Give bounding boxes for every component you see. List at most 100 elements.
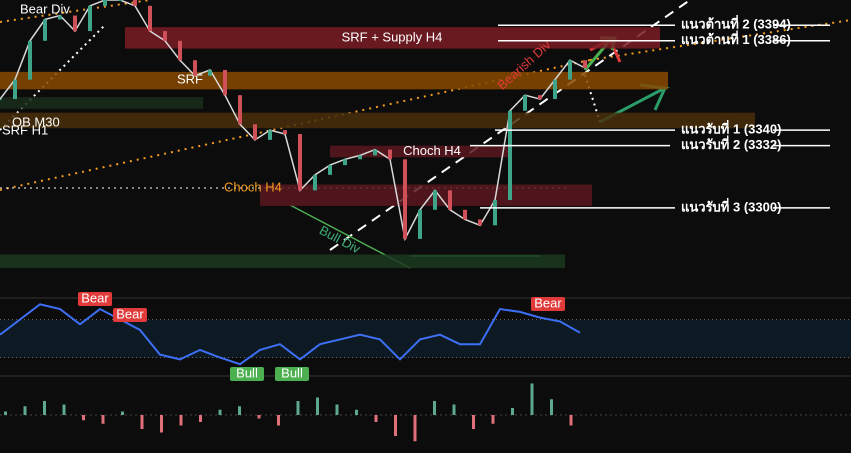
candle xyxy=(28,40,32,80)
candle xyxy=(253,124,257,140)
trend-line xyxy=(0,24,106,131)
candle xyxy=(343,159,347,166)
histogram-bar xyxy=(374,415,378,422)
histogram-bar xyxy=(550,399,553,415)
candle xyxy=(478,219,482,226)
rsi-tag xyxy=(531,297,565,311)
rsi-tag-label: Bear xyxy=(534,295,562,310)
histogram-bar xyxy=(335,404,339,415)
histogram-bar xyxy=(82,415,85,421)
candle xyxy=(58,15,62,20)
histogram-bar xyxy=(160,415,163,433)
histogram-bar xyxy=(511,408,514,415)
price-line xyxy=(0,0,586,242)
histogram-bar xyxy=(433,401,436,415)
annotation: Bear Div xyxy=(20,1,70,16)
level-label: แนวรับที่ 2 (3332) xyxy=(681,135,781,152)
candle xyxy=(538,95,542,100)
arrow xyxy=(584,74,601,123)
candle xyxy=(268,130,272,140)
candle xyxy=(508,110,512,201)
histogram-bar xyxy=(257,415,261,419)
level-label: แนวต้านที่ 1 (3386) xyxy=(681,30,791,47)
histogram-bar xyxy=(316,397,319,415)
candle xyxy=(553,79,557,100)
rsi-tag xyxy=(113,308,147,322)
candle xyxy=(13,79,17,100)
histogram-bar xyxy=(530,383,534,415)
zone xyxy=(0,112,755,129)
zone xyxy=(125,27,660,49)
level-label: แนวต้านที่ 2 (3394) xyxy=(681,15,791,32)
candle xyxy=(118,0,122,1)
rsi-tag xyxy=(78,292,112,306)
candle xyxy=(463,209,467,220)
candle xyxy=(358,155,362,160)
candle xyxy=(193,60,197,76)
histogram-bar xyxy=(569,415,573,426)
rsi-tag-label: Bear xyxy=(116,306,144,321)
level-label: แนวรับที่ 1 (3340) xyxy=(681,120,781,137)
annotation: Choch H4 xyxy=(224,179,282,194)
zone-label: Choch H4 xyxy=(403,143,461,158)
histogram-bar xyxy=(199,415,202,422)
candle xyxy=(148,5,152,32)
candle xyxy=(568,60,572,80)
histogram-bar xyxy=(394,415,397,436)
candle xyxy=(298,134,302,191)
histogram-bar xyxy=(43,401,46,415)
candle xyxy=(43,19,47,41)
candle xyxy=(418,209,422,239)
histogram-bar xyxy=(218,409,222,415)
level-label: แนวรับที่ 3 (3300) xyxy=(681,197,781,214)
candle xyxy=(103,0,107,6)
histogram-bar xyxy=(452,404,456,415)
candle xyxy=(88,5,92,32)
candle xyxy=(373,149,377,156)
histogram-bar xyxy=(101,415,105,424)
candle xyxy=(388,149,392,160)
zone-label: SRF + Supply H4 xyxy=(342,29,443,44)
histogram-bar xyxy=(355,409,358,415)
candle xyxy=(448,190,452,210)
rsi-line xyxy=(0,303,581,366)
candle xyxy=(178,40,182,61)
histogram-bar xyxy=(238,406,241,415)
annotation: Bull Div xyxy=(317,222,363,256)
histogram-bar xyxy=(121,411,124,415)
candle xyxy=(493,200,497,226)
rsi-tag xyxy=(275,367,309,381)
candle xyxy=(0,99,2,101)
candle xyxy=(223,69,227,96)
histogram-bar xyxy=(413,415,417,442)
candle xyxy=(208,69,212,76)
candle xyxy=(163,31,167,41)
rsi-tag-label: Bull xyxy=(281,365,303,380)
rsi-tag-label: Bear xyxy=(81,290,109,305)
histogram-bar xyxy=(491,415,495,424)
candle xyxy=(433,190,437,210)
candle xyxy=(133,0,137,6)
zone xyxy=(0,97,203,109)
candle xyxy=(283,130,287,135)
histogram-bar xyxy=(277,415,280,426)
candle xyxy=(403,159,407,239)
annotation: OB M30 xyxy=(12,114,60,129)
histogram-bar xyxy=(4,411,7,415)
histogram-bar xyxy=(23,406,27,415)
rsi-tag-label: Bull xyxy=(236,365,258,380)
zone xyxy=(330,145,512,158)
trend-line xyxy=(0,0,151,23)
candle xyxy=(73,15,77,32)
candle xyxy=(583,60,587,68)
histogram-bar xyxy=(472,415,475,429)
candle xyxy=(238,95,242,125)
candle xyxy=(523,95,527,111)
rsi-tag xyxy=(230,367,264,381)
zone xyxy=(0,254,565,269)
histogram-bar xyxy=(140,415,144,429)
annotation: SRF H1 xyxy=(2,122,48,137)
candle xyxy=(328,165,332,175)
histogram-bar xyxy=(62,404,66,415)
